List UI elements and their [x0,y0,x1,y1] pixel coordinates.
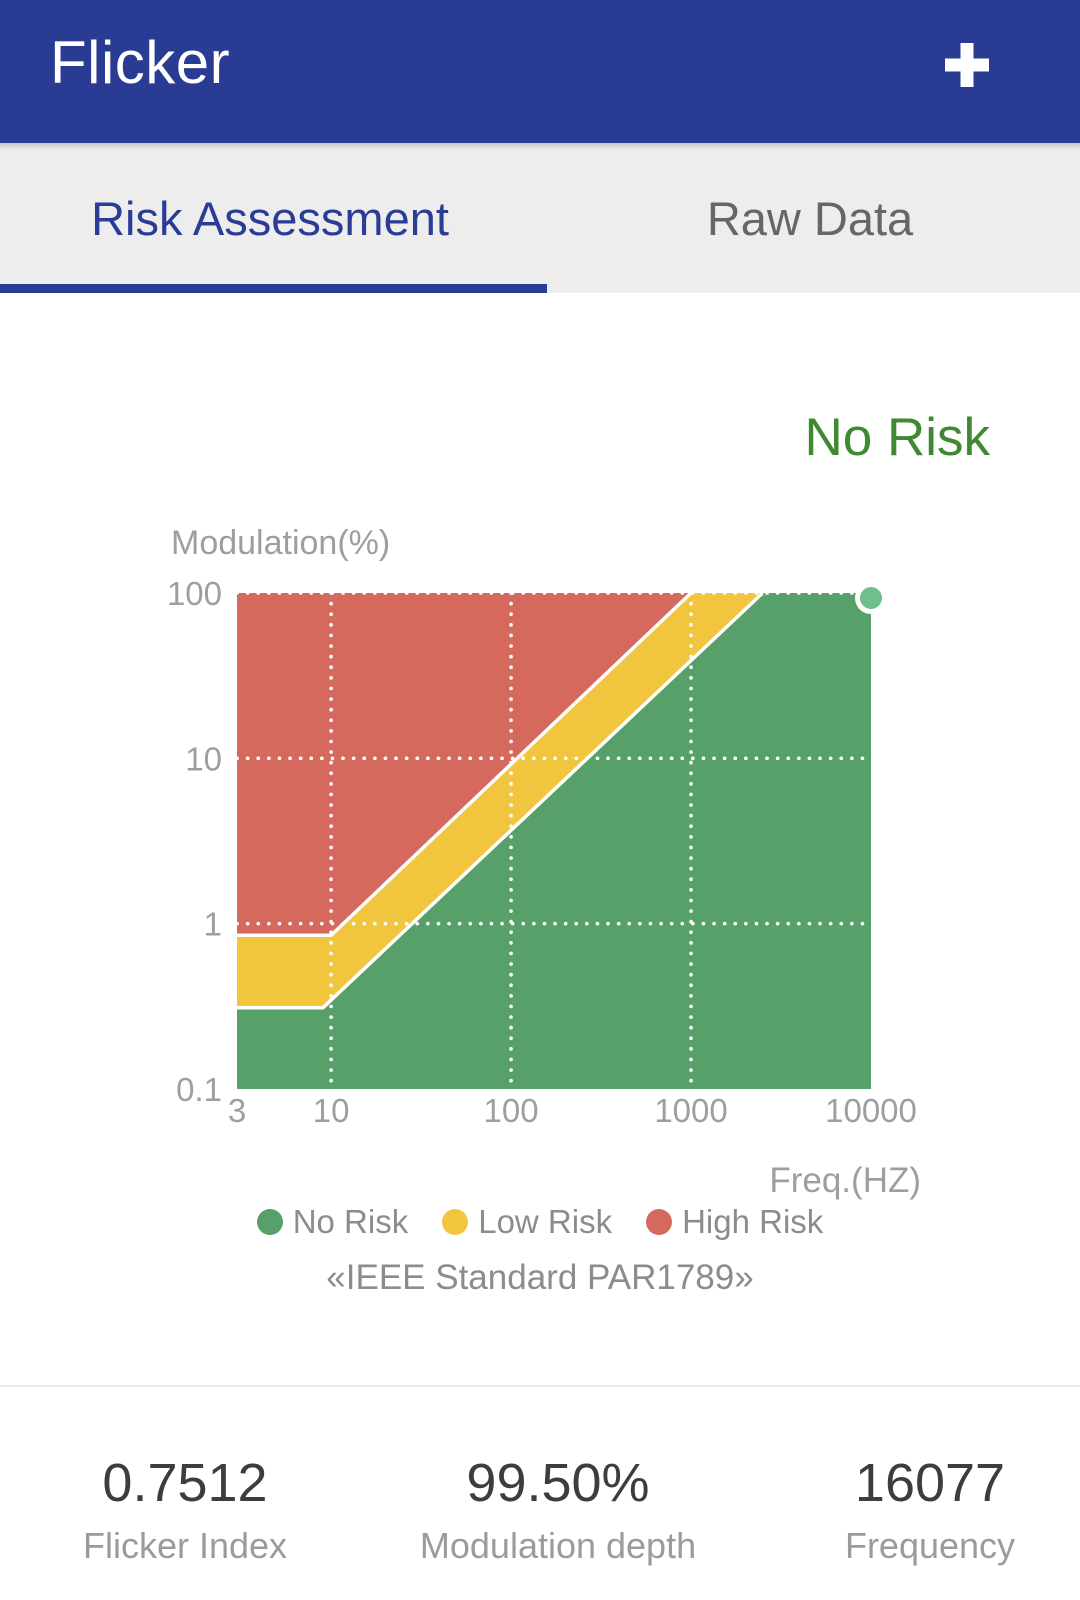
tab-risk-assessment-label: Risk Assessment [91,191,449,245]
x-tick-label-3: 3 [228,1092,246,1129]
y-axis-title: Modulation(%) [171,524,390,562]
high-risk-dot-icon [646,1209,673,1235]
risk-chart: 0.1 1 10 100 3 10 100 1000 10000 Modulation(%) Fre… [167,524,921,1200]
add-measurement-button[interactable] [939,37,995,93]
standard-caption: «IEEE Standard PAR1789» [0,1256,1080,1300]
x-axis-title: Freq.(HZ) [769,1161,921,1200]
high-low-risk-boundary-line [237,591,693,938]
legend-label: No Risk [292,1203,409,1240]
stat-frequency: 16077 Frequency [845,1455,1015,1567]
tab-raw-data[interactable]: Raw Data [540,143,1080,293]
stat-label: Frequency [844,1525,1016,1566]
y-tick-label-0.1: 0.1 [176,1071,222,1108]
stat-flicker-index: 0.7512 Flicker Index [83,1455,287,1567]
x-tick-label-1000: 1000 [654,1092,727,1129]
app-bar: Flicker [0,0,1080,143]
no-risk-dot-icon [256,1209,283,1235]
page-title: Flicker [50,29,231,96]
zone-no-risk [237,593,871,1089]
plus-icon [945,43,989,87]
legend-label: Low Risk [478,1203,613,1240]
y-tick-label-100: 100 [167,575,222,612]
legend-label: High Risk [682,1203,824,1240]
active-tab-indicator [0,284,547,293]
measurement-point [855,582,887,614]
risk-status-label: No Risk [804,408,990,467]
low-risk-dot-icon [442,1209,469,1235]
zone-high-risk [237,593,691,936]
tab-bar: Risk Assessment Raw Data [0,143,1080,293]
y-tick-label-10: 10 [185,740,222,777]
tab-raw-data-label: Raw Data [706,191,914,245]
legend-item-high-risk: High Risk [646,1200,823,1244]
stats-bar: 0.7512 Flicker Index 99.50% Modulation d… [0,1455,1080,1600]
stat-value: 16077 [854,1453,1006,1513]
legend-item-no-risk: No Risk [256,1200,409,1244]
caption-close-bracket: » [734,1258,754,1297]
caption-open-bracket: « [326,1258,346,1297]
zone-low-risk [237,593,763,1008]
stat-value: 0.7512 [102,1453,268,1513]
stat-value: 99.50% [466,1453,650,1513]
chart-legend: No Risk Low Risk High Risk [0,1200,1080,1244]
stat-label: Modulation depth [419,1525,697,1566]
low-no-risk-boundary-line [237,591,764,1010]
y-tick-label-1: 1 [204,906,222,943]
tab-risk-assessment[interactable]: Risk Assessment [0,143,540,293]
caption-text: IEEE Standard PAR1789 [345,1258,735,1297]
section-divider [0,1385,1080,1387]
stat-label: Flicker Index [82,1525,288,1566]
x-tick-label-10000: 10000 [825,1092,917,1129]
legend-item-low-risk: Low Risk [442,1200,612,1244]
stat-modulation-depth: 99.50% Modulation depth [420,1455,696,1567]
x-tick-label-10: 10 [313,1092,350,1129]
x-tick-label-100: 100 [484,1092,539,1129]
